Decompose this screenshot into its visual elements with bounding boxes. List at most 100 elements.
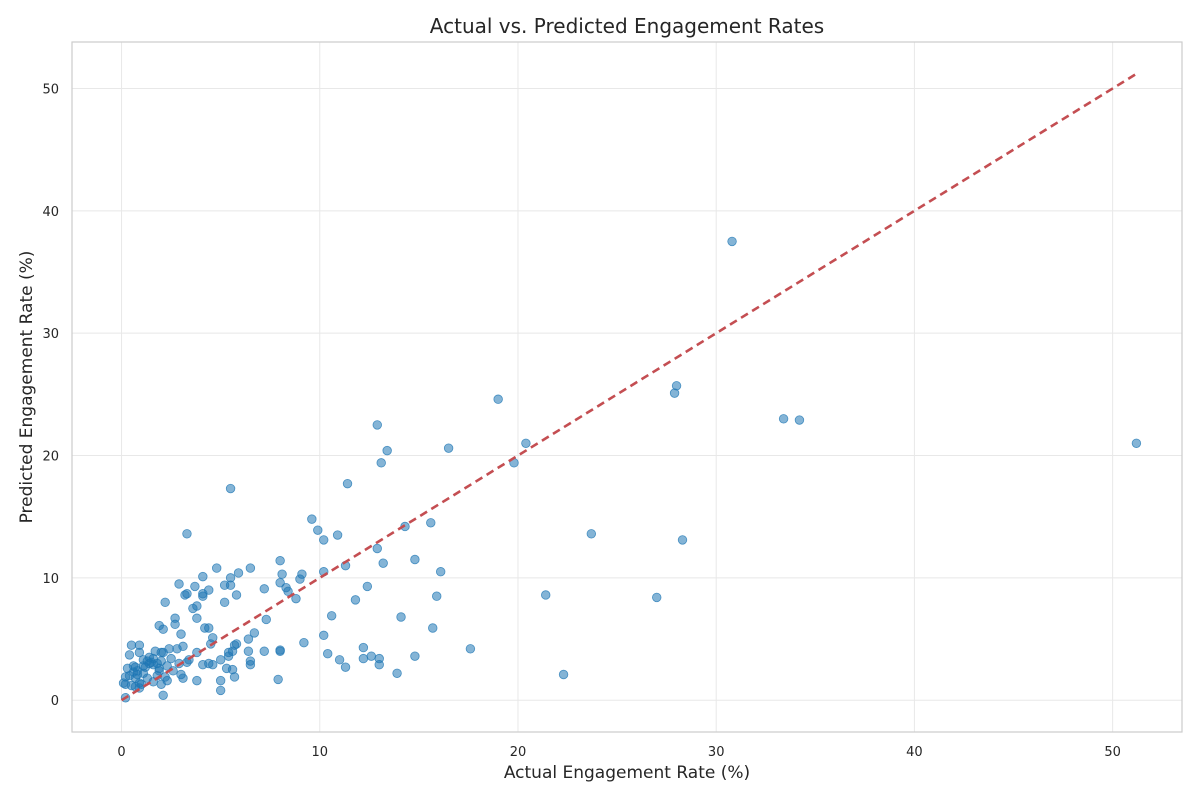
data-point bbox=[223, 651, 234, 661]
data-point bbox=[410, 651, 420, 661]
data-point bbox=[198, 571, 208, 582]
data-point bbox=[225, 580, 236, 590]
data-point bbox=[215, 675, 226, 686]
data-point bbox=[392, 668, 402, 678]
data-point bbox=[158, 647, 168, 658]
data-point bbox=[295, 574, 305, 584]
data-point bbox=[558, 669, 569, 680]
data-point bbox=[275, 556, 285, 566]
data-point bbox=[198, 591, 208, 601]
data-points bbox=[118, 236, 1142, 703]
x-tick-label: 40 bbox=[906, 745, 923, 760]
x-tick-label: 10 bbox=[311, 745, 328, 760]
data-point bbox=[180, 590, 190, 600]
data-point bbox=[372, 420, 382, 430]
data-point bbox=[432, 591, 442, 601]
data-point bbox=[521, 438, 531, 448]
data-point bbox=[174, 579, 184, 589]
data-point bbox=[426, 518, 436, 528]
data-point bbox=[126, 640, 137, 650]
data-point bbox=[410, 554, 420, 565]
y-tick-label: 0 bbox=[51, 694, 59, 709]
data-point bbox=[261, 614, 271, 625]
data-point bbox=[245, 563, 256, 573]
data-point bbox=[334, 655, 345, 665]
x-axis-label: Actual Engagement Rate (%) bbox=[504, 763, 750, 783]
data-point bbox=[541, 590, 551, 600]
data-point bbox=[158, 690, 168, 700]
y-tick-label: 50 bbox=[42, 82, 59, 97]
reference-line-group bbox=[120, 72, 1138, 702]
data-point bbox=[382, 445, 392, 456]
data-point bbox=[319, 630, 329, 641]
data-point bbox=[211, 563, 222, 573]
data-point bbox=[198, 660, 208, 670]
data-point bbox=[225, 483, 236, 494]
data-point bbox=[374, 660, 384, 670]
y-tick-label: 40 bbox=[42, 205, 59, 220]
y-tick-label: 30 bbox=[42, 327, 59, 342]
chart-title: Actual vs. Predicted Engagement Rates bbox=[430, 14, 824, 38]
data-point bbox=[275, 646, 285, 656]
data-point bbox=[229, 672, 240, 682]
data-point bbox=[134, 647, 145, 658]
data-point bbox=[176, 629, 186, 639]
data-point bbox=[249, 628, 260, 638]
data-point bbox=[652, 592, 662, 603]
data-point bbox=[669, 388, 680, 398]
data-point bbox=[435, 567, 446, 577]
data-point bbox=[192, 675, 202, 686]
x-tick-label: 30 bbox=[708, 745, 725, 760]
data-point bbox=[443, 443, 454, 453]
data-point bbox=[350, 595, 361, 605]
data-point bbox=[727, 236, 737, 247]
data-point bbox=[215, 655, 226, 665]
data-point bbox=[170, 619, 180, 630]
data-point bbox=[396, 612, 406, 622]
data-point bbox=[160, 597, 170, 608]
data-point bbox=[428, 623, 438, 633]
plot-frame bbox=[71, 41, 1183, 733]
data-point bbox=[493, 394, 503, 404]
data-point bbox=[219, 597, 230, 608]
data-point bbox=[259, 584, 269, 594]
data-point bbox=[273, 674, 283, 685]
data-point bbox=[283, 586, 293, 597]
y-axis-label: Predicted Engagement Rate (%) bbox=[17, 251, 37, 524]
data-point bbox=[366, 651, 377, 661]
data-point bbox=[326, 611, 337, 621]
data-point bbox=[204, 623, 214, 633]
data-point bbox=[172, 644, 182, 654]
reference-line bbox=[120, 72, 1138, 702]
x-tick-label: 0 bbox=[117, 745, 125, 760]
data-point bbox=[178, 673, 188, 683]
data-point bbox=[319, 535, 329, 545]
data-point bbox=[291, 593, 301, 604]
data-point bbox=[166, 653, 176, 664]
data-point bbox=[358, 642, 369, 653]
data-point bbox=[465, 644, 476, 654]
data-point bbox=[358, 653, 369, 664]
data-point bbox=[342, 478, 353, 489]
data-point bbox=[259, 646, 269, 656]
data-point bbox=[376, 458, 386, 468]
data-point bbox=[313, 525, 323, 535]
data-point bbox=[233, 568, 244, 578]
data-point bbox=[277, 569, 287, 579]
x-tick-label: 50 bbox=[1104, 745, 1121, 760]
data-point bbox=[231, 590, 242, 600]
data-point bbox=[208, 660, 218, 670]
y-tick-label: 10 bbox=[42, 572, 59, 587]
data-point bbox=[158, 624, 168, 634]
data-point bbox=[245, 660, 256, 670]
data-point bbox=[215, 685, 226, 696]
tick-labels: 0 10 20 30 40 50 0 10 20 30 40 50 bbox=[42, 82, 1120, 760]
data-point bbox=[156, 679, 166, 689]
data-point bbox=[243, 646, 254, 656]
data-point bbox=[378, 558, 388, 568]
x-tick-label: 20 bbox=[510, 745, 527, 760]
data-point bbox=[243, 634, 254, 644]
data-point bbox=[190, 581, 200, 592]
data-point bbox=[332, 530, 343, 540]
